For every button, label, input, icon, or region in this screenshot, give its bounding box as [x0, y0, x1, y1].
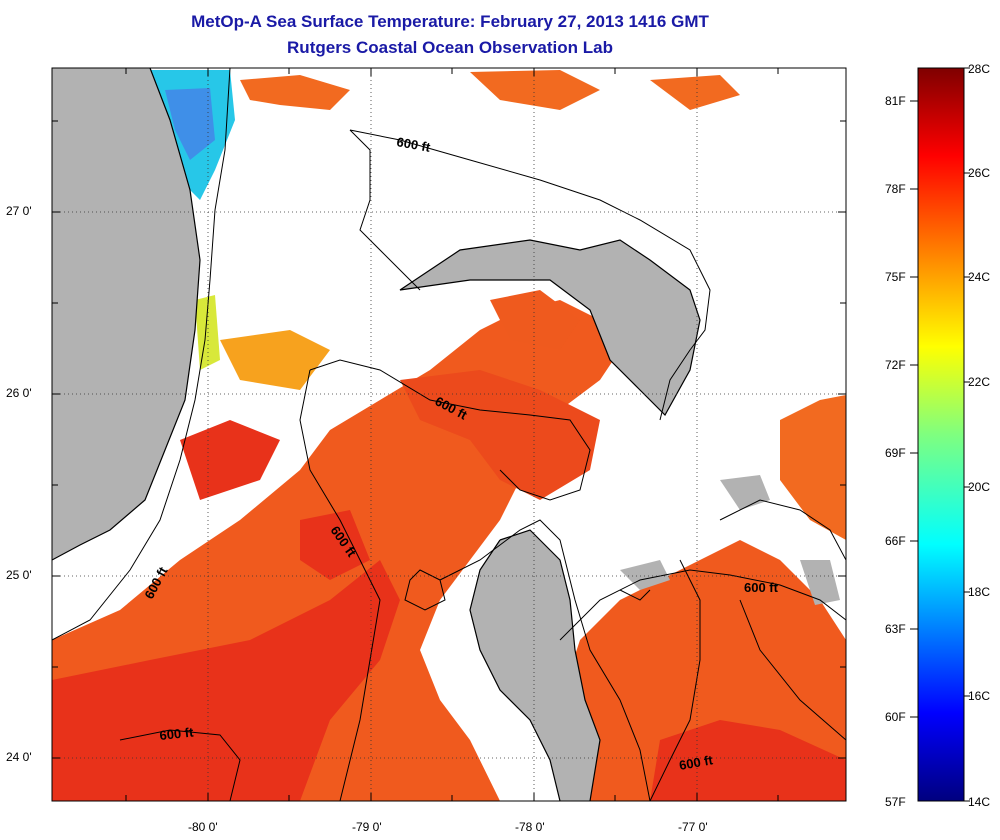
colorbar-c-label: 22C	[968, 375, 991, 389]
colorbar-c-label: 28C	[968, 62, 991, 76]
plot-ticks	[52, 68, 846, 801]
latitude-label: 27 0'	[6, 204, 32, 218]
contour-label: 600 ft	[744, 580, 779, 595]
contour-label: 600 ft	[678, 752, 715, 773]
longitude-label: -78 0'	[515, 820, 545, 834]
colorbar-c-label: 20C	[968, 480, 991, 494]
latitude-label: 25 0'	[6, 568, 32, 582]
colorbar-f-label: 72F	[885, 358, 906, 372]
sst-warm-water	[52, 70, 846, 801]
colorbar-f-label: 75F	[885, 270, 906, 284]
map-title: MetOp-A Sea Surface Temperature: Februar…	[191, 12, 709, 31]
map-subtitle: Rutgers Coastal Ocean Observation Lab	[287, 38, 613, 57]
colorbar-c-label: 18C	[968, 585, 991, 599]
contour-label: 600 ft	[395, 134, 432, 155]
colorbar-c-label: 16C	[968, 689, 991, 703]
colorbar-f-label: 81F	[885, 94, 906, 108]
colorbar-f-label: 69F	[885, 446, 906, 460]
latitude-label: 24 0'	[6, 750, 32, 764]
colorbar-ticks	[910, 67, 970, 802]
colorbar-f-label: 63F	[885, 622, 906, 636]
colorbar-f-label: 66F	[885, 534, 906, 548]
contour-label: 600 ft	[159, 724, 195, 743]
bathymetry-contours	[52, 68, 846, 801]
colorbar-c-label: 14C	[968, 795, 991, 809]
coastline	[52, 68, 701, 801]
colorbar-f-label: 57F	[885, 795, 906, 809]
colorbar-c-label: 26C	[968, 166, 991, 180]
graticule	[52, 68, 846, 801]
colorbar-f-label: 60F	[885, 710, 906, 724]
colorbar-c-label: 24C	[968, 270, 991, 284]
longitude-label: -80 0'	[188, 820, 218, 834]
land	[52, 68, 840, 801]
longitude-label: -79 0'	[352, 820, 382, 834]
colorbar-f-label: 78F	[885, 182, 906, 196]
longitude-label: -77 0'	[678, 820, 708, 834]
latitude-label: 26 0'	[6, 386, 32, 400]
colorbar	[917, 67, 965, 802]
plot-frame	[51, 67, 847, 802]
